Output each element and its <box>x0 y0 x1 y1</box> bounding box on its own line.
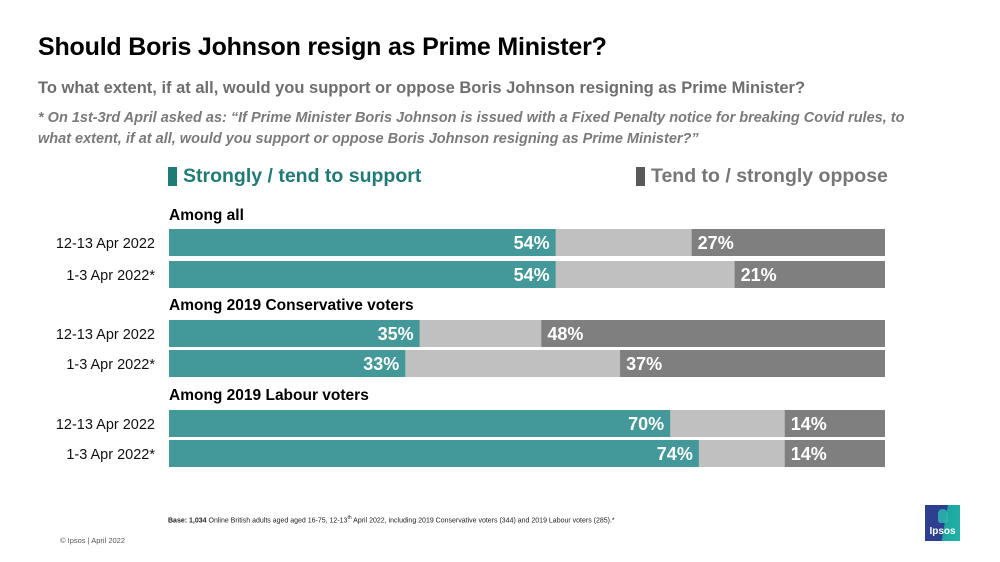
row-label: 1-3 Apr 2022* <box>66 447 155 463</box>
row-label: 12-13 Apr 2022 <box>56 236 155 252</box>
copyright: © Ipsos | April 2022 <box>60 536 126 545</box>
legend-item-oppose: Tend to / strongly oppose <box>636 165 888 188</box>
group-label: Among all <box>169 207 244 224</box>
base-sup: th <box>347 515 352 521</box>
base-text-1: Online British adults aged aged 16-75, 1… <box>206 517 348 525</box>
base-count: 1,034 <box>189 517 207 525</box>
bar-support <box>169 440 699 467</box>
bar-support <box>169 229 556 256</box>
data-label-support: 33% <box>363 354 399 374</box>
question-note: * On 1st-3rd April asked as: “If Prime M… <box>38 110 905 147</box>
data-label-oppose: 14% <box>791 444 827 464</box>
data-label-support: 35% <box>378 324 414 344</box>
chart-title: Should Boris Johnson resign as Prime Min… <box>38 33 607 61</box>
ipsos-logo: Ipsos <box>925 505 960 541</box>
group-label: Among 2019 Conservative voters <box>169 297 414 314</box>
data-label-oppose: 48% <box>547 324 583 344</box>
bar-oppose <box>734 261 885 288</box>
legend-label-support: Strongly / tend to support <box>183 165 422 187</box>
data-label-oppose: 37% <box>626 354 662 374</box>
legend-label-oppose: Tend to / strongly oppose <box>651 165 888 187</box>
legend-swatch-oppose <box>636 167 645 186</box>
logo-head-icon <box>938 509 948 523</box>
base-text-2: April 2022, including 2019 Conservative … <box>351 517 615 525</box>
chart-subtitle: To what extent, if at all, would you sup… <box>38 79 806 97</box>
base-label: Base: <box>168 517 188 525</box>
row-label: 1-3 Apr 2022* <box>66 357 155 373</box>
row-label: 12-13 Apr 2022 <box>56 417 155 433</box>
bar-support <box>169 350 406 377</box>
bar-support <box>169 410 671 437</box>
bar-oppose <box>784 440 885 467</box>
data-label-support: 70% <box>628 414 664 434</box>
bar-support <box>169 261 556 288</box>
bar-support <box>169 320 420 347</box>
legend-swatch-support <box>168 167 177 186</box>
bar-oppose <box>691 229 885 256</box>
legend-item-support: Strongly / tend to support <box>168 165 421 188</box>
row-label: 1-3 Apr 2022* <box>66 268 155 284</box>
base-footnote: Base: 1,034 Online British adults aged a… <box>168 515 615 524</box>
bar-oppose <box>784 410 885 437</box>
data-label-oppose: 14% <box>791 414 827 434</box>
bar-oppose <box>541 320 885 347</box>
row-label: 12-13 Apr 2022 <box>56 327 155 343</box>
data-label-support: 54% <box>514 233 550 253</box>
logo-text: Ipsos <box>929 526 956 537</box>
group-label: Among 2019 Labour voters <box>169 387 369 404</box>
data-label-support: 74% <box>657 444 693 464</box>
data-label-support: 54% <box>514 265 550 285</box>
data-label-oppose: 21% <box>741 265 777 285</box>
data-label-oppose: 27% <box>698 233 734 253</box>
bar-oppose <box>620 350 885 377</box>
